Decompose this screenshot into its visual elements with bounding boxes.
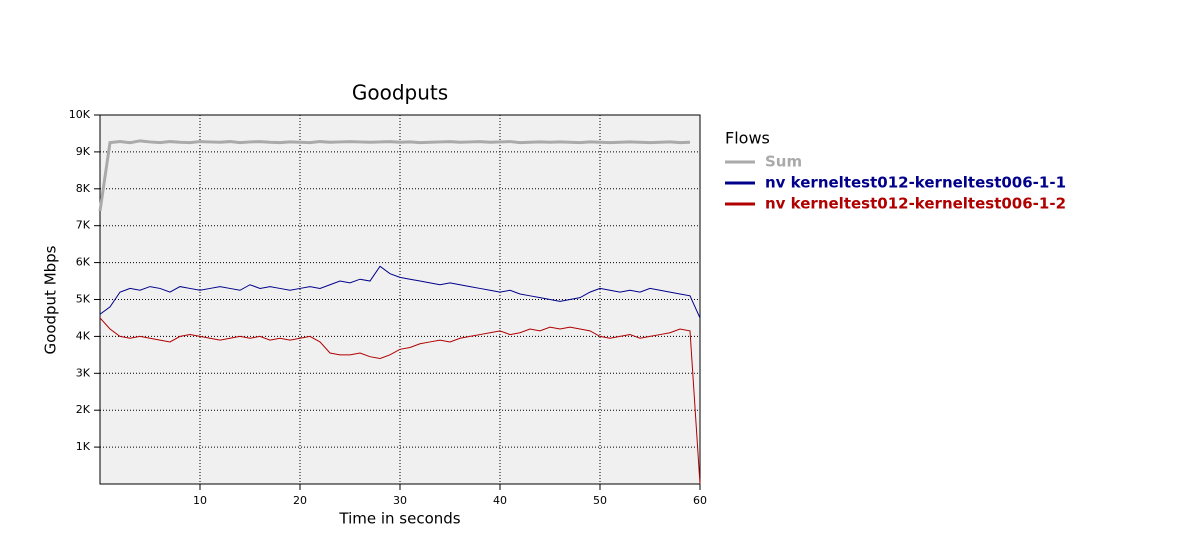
y-tick-label: 8K: [76, 182, 91, 195]
y-tick-label: 3K: [76, 366, 91, 379]
x-axis-label: Time in seconds: [338, 510, 460, 528]
series-line: [98, 139, 691, 212]
series-line: [99, 317, 701, 485]
y-tick-label: 5K: [76, 293, 91, 306]
y-tick-label: 4K: [76, 329, 91, 342]
legend-title: Flows: [725, 129, 770, 148]
y-tick-label: 7K: [76, 219, 91, 232]
x-tick-label: 10: [193, 494, 207, 507]
y-tick-label: 2K: [76, 403, 91, 416]
series-line: [99, 265, 701, 319]
plot-frame: [99, 114, 701, 485]
x-tick-label: 60: [693, 494, 707, 507]
y-tick-label: 1K: [76, 440, 91, 453]
y-axis-label: Goodput Mbps: [42, 245, 60, 354]
y-tick-label: 10K: [69, 108, 91, 121]
x-tick-label: 20: [293, 494, 307, 507]
y-tick-label: 9K: [76, 145, 91, 158]
x-tick-label: 30: [393, 494, 407, 507]
x-tick-label: 50: [593, 494, 607, 507]
chart-title: Goodputs: [352, 81, 448, 105]
legend-label: nv kerneltest012-kerneltest006-1-1: [765, 174, 1066, 192]
legend-label: nv kerneltest012-kerneltest006-1-2: [765, 195, 1066, 213]
legend-label: Sum: [765, 153, 802, 171]
y-tick-label: 6K: [76, 256, 91, 269]
x-tick-label: 40: [493, 494, 507, 507]
